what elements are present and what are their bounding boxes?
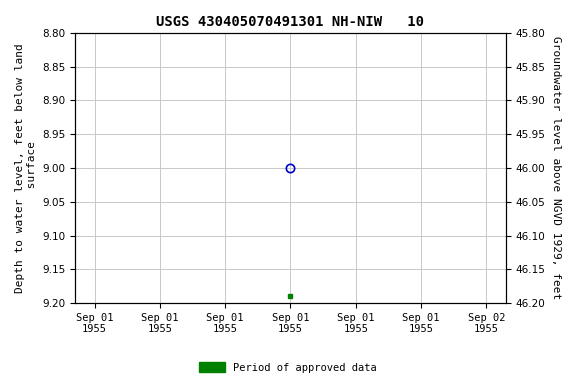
Y-axis label: Groundwater level above NGVD 1929, feet: Groundwater level above NGVD 1929, feet: [551, 36, 561, 300]
Y-axis label: Depth to water level, feet below land
 surface: Depth to water level, feet below land su…: [15, 43, 37, 293]
Title: USGS 430405070491301 NH-NIW   10: USGS 430405070491301 NH-NIW 10: [157, 15, 425, 29]
Legend: Period of approved data: Period of approved data: [195, 358, 381, 377]
